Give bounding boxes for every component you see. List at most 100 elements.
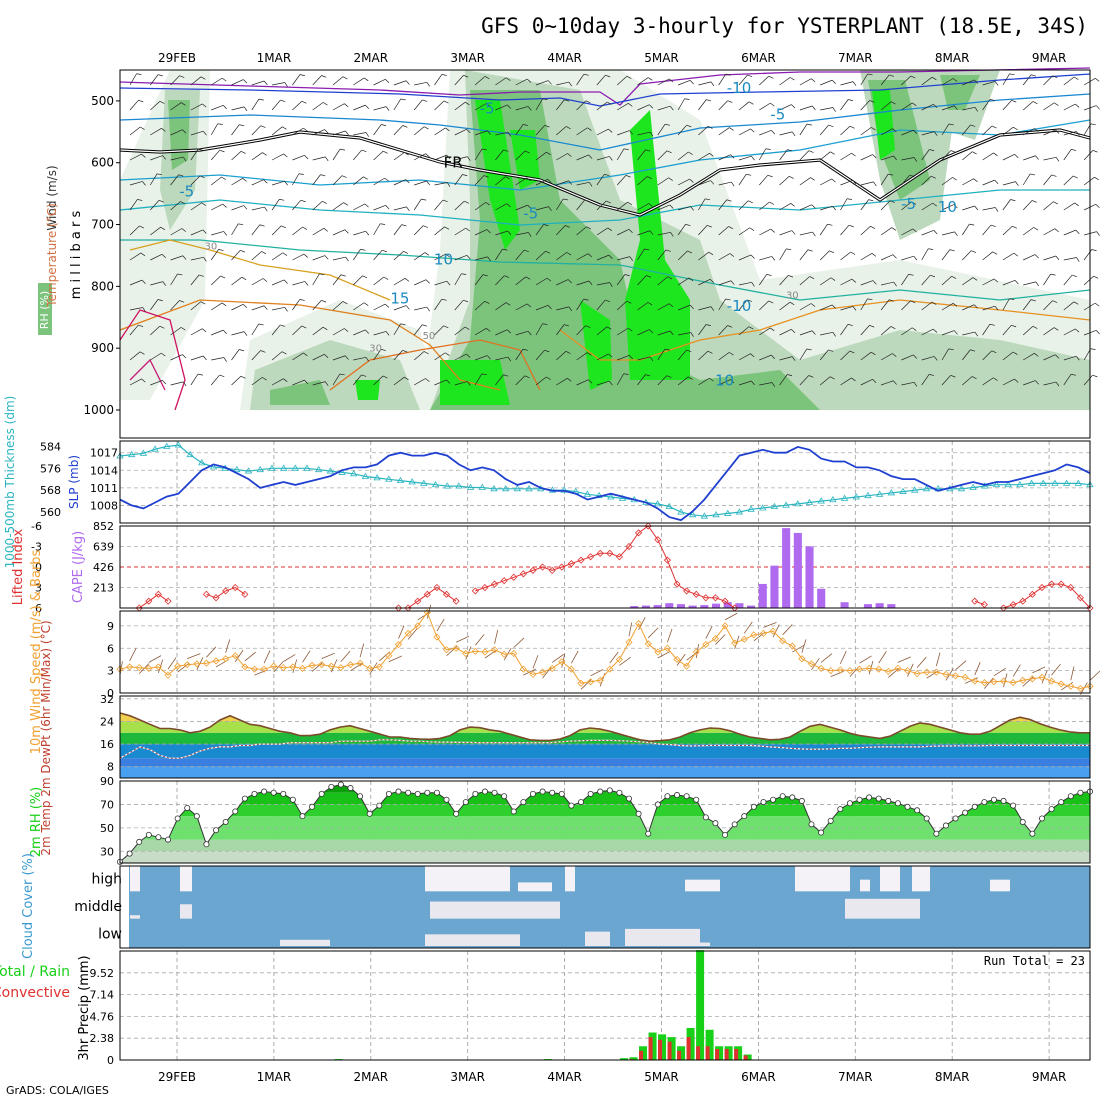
wind-barb-flag — [405, 179, 410, 184]
lifted-index-marker — [154, 590, 162, 598]
wind-barb-flag — [1009, 73, 1015, 76]
wind-barb-flag — [198, 148, 204, 151]
wind-barb — [495, 329, 508, 336]
lifted-index-line — [1003, 583, 1091, 609]
thickness-marker — [233, 465, 241, 473]
wind-barb-flag — [992, 251, 998, 255]
temperature-band — [120, 766, 1090, 778]
rh-marker — [366, 810, 373, 817]
rh-marker — [424, 789, 431, 796]
rh-marker — [193, 813, 200, 820]
wind-barb-flag — [584, 199, 590, 202]
rh-marker — [347, 785, 354, 792]
wind-barb-flag — [345, 256, 349, 262]
wind-barb — [373, 303, 386, 311]
wind-barb — [596, 299, 606, 311]
thickness-marker — [852, 493, 860, 500]
wind-barb-flag — [243, 205, 248, 210]
wind-barb — [1002, 126, 1014, 136]
wind-barb — [657, 105, 671, 111]
wind-barb — [474, 76, 486, 86]
wind-barb-flag — [950, 375, 956, 378]
wind-barb-flag — [645, 374, 651, 377]
wind-barb — [556, 99, 565, 111]
wind-barb-flag — [849, 125, 855, 129]
wind-barb-flag — [423, 225, 428, 228]
wind-barb — [759, 354, 772, 361]
wind-barb-flag — [1076, 257, 1080, 262]
wind-barb-flag — [182, 156, 187, 162]
wind-barb — [515, 276, 527, 286]
wind-barb — [474, 229, 488, 236]
wind-speed-marker — [510, 649, 518, 658]
rh-marker — [357, 793, 364, 800]
wind-barb — [271, 351, 283, 361]
wind-barb-flag — [383, 276, 389, 280]
wind-barb — [393, 98, 402, 111]
wind-barb-10m — [811, 658, 820, 671]
wind-barb-flag — [404, 278, 410, 282]
wind-barb-flag — [974, 205, 979, 211]
wind-barb — [759, 75, 770, 86]
wind-barb-flag — [241, 276, 247, 281]
wind-barb — [434, 154, 447, 161]
rh-marker — [664, 793, 671, 800]
wind-barb-flag — [954, 105, 958, 110]
wind-barb — [718, 226, 729, 236]
wind-barb — [576, 352, 588, 361]
cape-bar — [676, 604, 686, 608]
wind-barb-flag — [1053, 327, 1059, 331]
wind-barb — [271, 199, 280, 211]
cloud-block — [130, 915, 140, 919]
wind-barb-10m — [187, 653, 201, 660]
wind-barb — [150, 380, 163, 386]
wind-barb-flag — [929, 374, 935, 376]
wind-barb-flag — [747, 74, 753, 77]
thickness-marker — [677, 508, 685, 515]
wind-barb — [698, 251, 709, 261]
wind-barb — [414, 153, 426, 161]
temperature-contour — [129, 239, 391, 301]
wind-barb — [535, 125, 545, 136]
wind-barb-flag — [608, 353, 613, 358]
wind-barb-flag — [523, 124, 529, 126]
wind-speed-marker — [404, 629, 412, 637]
wind-barb-flag — [467, 156, 471, 161]
wind-barb — [698, 180, 711, 186]
wind-barb-flag — [629, 130, 633, 135]
rh-marker — [462, 799, 469, 806]
wind-barb-flag — [548, 206, 552, 211]
wind-barb — [596, 174, 605, 186]
wind-barb-flag — [527, 106, 532, 111]
cape-bar — [782, 528, 791, 608]
wind-barb-flag — [463, 75, 469, 78]
wind-barb-flag — [441, 74, 447, 76]
wind-barb-10m — [657, 651, 671, 659]
wind-barb — [231, 151, 242, 161]
rh-marker — [558, 790, 565, 797]
wind-barb — [332, 229, 346, 236]
wind-barb — [271, 252, 284, 261]
wind-barb — [454, 227, 467, 236]
wind-barb-flag — [162, 380, 167, 385]
wind-barb — [779, 149, 788, 161]
wind-barb-flag — [706, 99, 712, 102]
wind-barb-10m — [225, 639, 231, 653]
wind-barb — [211, 302, 223, 311]
wind-barb — [1043, 102, 1055, 111]
cloud-block — [625, 928, 700, 946]
rh-marker — [827, 817, 834, 824]
wind-barb — [312, 102, 324, 111]
wind-barb — [353, 203, 365, 211]
wind-barb-flag — [178, 174, 184, 177]
wind-barb-flag — [446, 154, 451, 160]
wind-barb-flag — [605, 74, 611, 78]
thickness-marker — [770, 502, 779, 510]
wind-barb-10m — [455, 635, 469, 643]
thickness-marker — [174, 441, 183, 448]
temperature-band — [120, 744, 1090, 759]
wind-barb — [840, 278, 853, 286]
wind-barb-flag — [846, 198, 852, 200]
rh-tick-label: 90 — [100, 775, 114, 788]
wind-speed-marker — [164, 671, 172, 679]
